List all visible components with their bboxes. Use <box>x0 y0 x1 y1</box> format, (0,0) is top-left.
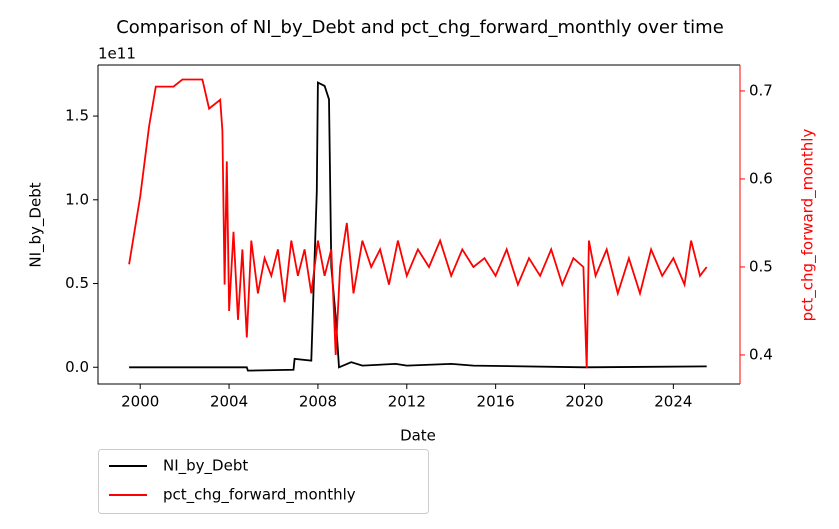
series-line <box>129 81 707 372</box>
x-tick-label: 2000 <box>121 393 159 411</box>
x-tick-label: 2012 <box>388 393 426 411</box>
y-tick-label: 0.5 <box>65 274 89 292</box>
x-tick-label: 2004 <box>210 393 248 411</box>
series-line <box>128 78 708 369</box>
legend-label: NI_by_Debt <box>163 457 248 476</box>
chart-title: Comparison of NI_by_Debt and pct_chg_for… <box>116 17 724 38</box>
x-tick-label: 2020 <box>565 393 603 411</box>
axes-frame <box>97 64 740 385</box>
y-axis-label: NI_by_Debt <box>27 182 46 267</box>
x-tick-label: 2024 <box>654 393 692 411</box>
x-axis-label: Date <box>400 427 436 445</box>
y-tick-label: 0.0 <box>65 358 89 376</box>
y2-axis-label: pct_chg_forward_monthly <box>799 129 818 322</box>
legend-box <box>98 449 429 514</box>
y2-tick-label: 0.6 <box>749 169 773 187</box>
y-tick-label: 1.0 <box>65 190 89 208</box>
x-tick-label: 2008 <box>299 393 337 411</box>
y2-tick-label: 0.7 <box>749 81 773 99</box>
y2-tick-label: 0.5 <box>749 257 773 275</box>
y-offset-label: 1e11 <box>98 45 136 63</box>
legend-label: pct_chg_forward_monthly <box>163 486 356 505</box>
y2-tick-label: 0.4 <box>749 345 773 363</box>
y-tick-label: 1.5 <box>65 107 89 125</box>
x-tick-label: 2016 <box>477 393 515 411</box>
